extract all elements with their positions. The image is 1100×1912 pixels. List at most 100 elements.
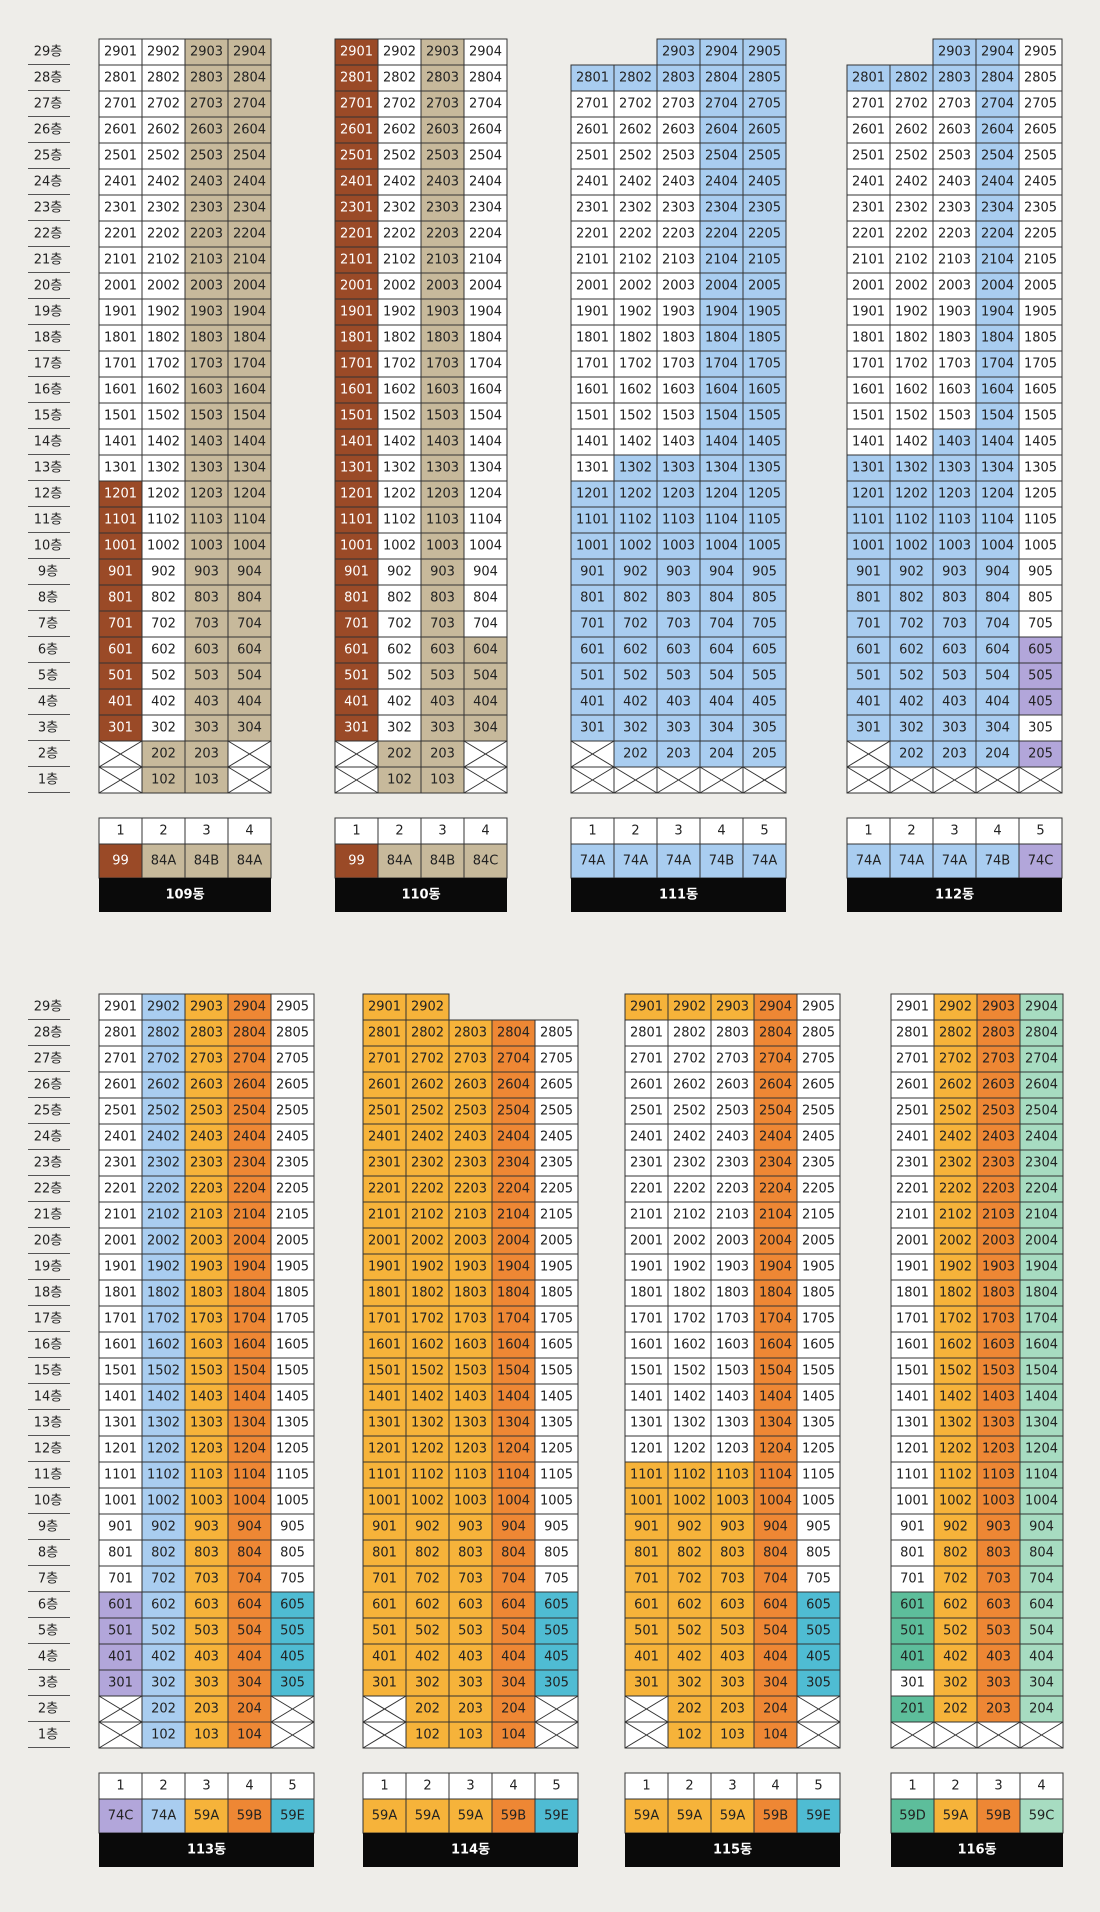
- unit-number: 805: [1028, 591, 1053, 606]
- unit-number: 1401: [368, 1390, 401, 1405]
- unit-number: 304: [985, 721, 1010, 736]
- unit-number: 2903: [190, 45, 223, 60]
- unit-number: 2204: [233, 1182, 266, 1197]
- unit-type: 59E: [806, 1809, 831, 1824]
- unit-number: 2604: [1025, 1078, 1058, 1093]
- unit-number: 2104: [469, 253, 502, 268]
- unit-number: 1203: [716, 1442, 749, 1457]
- floor-label: 7층: [38, 1572, 58, 1587]
- unit-number: 1801: [896, 1286, 929, 1301]
- unit-number: 1602: [147, 383, 180, 398]
- unit-number: 1603: [426, 383, 459, 398]
- unit-number: 1104: [469, 513, 502, 528]
- cross: [98, 766, 143, 794]
- unit-number: 1405: [802, 1390, 835, 1405]
- unit-number: 2504: [981, 149, 1014, 164]
- unit-number: 1703: [426, 357, 459, 372]
- unit-number: 403: [458, 1650, 483, 1665]
- unit-number: 2303: [716, 1156, 749, 1171]
- unit-cell: [141, 246, 186, 274]
- unit-number: 2201: [368, 1182, 401, 1197]
- unit-number: 1205: [276, 1442, 309, 1457]
- unit-number: 501: [372, 1624, 397, 1639]
- unit-number: 2302: [939, 1156, 972, 1171]
- unit-number: 2205: [802, 1182, 835, 1197]
- floor-label: 19층: [34, 1260, 63, 1275]
- unit-number: 401: [372, 1650, 397, 1665]
- unit-number: 901: [856, 565, 881, 580]
- unit-number: 2605: [540, 1078, 573, 1093]
- unit-number: 2103: [190, 253, 223, 268]
- unit-number: 2002: [147, 1234, 180, 1249]
- unit-number: 1603: [662, 383, 695, 398]
- unit-cell: [570, 168, 615, 196]
- unit-number: 1401: [896, 1390, 929, 1405]
- unit-type: 74B: [985, 854, 1010, 869]
- floor-label: 6층: [38, 1598, 58, 1613]
- unit-number: 301: [856, 721, 881, 736]
- unit-number: 1502: [939, 1364, 972, 1379]
- unit-number: 1804: [469, 331, 502, 346]
- unit-number: 2302: [147, 1156, 180, 1171]
- unit-number: 1804: [233, 1286, 266, 1301]
- unit-number: 1804: [1025, 1286, 1058, 1301]
- unit-number: 1801: [576, 331, 609, 346]
- unit-number: 1805: [540, 1286, 573, 1301]
- unit-number: 2303: [662, 201, 695, 216]
- unit-number: 404: [501, 1650, 526, 1665]
- unit-number: 2403: [982, 1130, 1015, 1145]
- line-number: 5: [1036, 824, 1044, 839]
- unit-number: 2101: [576, 253, 609, 268]
- unit-number: 1803: [190, 1286, 223, 1301]
- unit-number: 1402: [939, 1390, 972, 1405]
- unit-cell-highlighted: [334, 194, 379, 222]
- unit-number: 1901: [104, 1260, 137, 1275]
- unit-number: 604: [473, 643, 498, 658]
- unit-number: 2405: [748, 175, 781, 190]
- unit-number: 2404: [497, 1130, 530, 1145]
- unit-number: 2304: [497, 1156, 530, 1171]
- unit-number: 2703: [190, 1052, 223, 1067]
- unit-number: 1703: [190, 1312, 223, 1327]
- unit-number: 502: [623, 669, 648, 684]
- unit-number: 1203: [190, 1442, 223, 1457]
- unit-number: 2804: [233, 1026, 266, 1041]
- unit-number: 1402: [411, 1390, 444, 1405]
- unit-number: 1704: [497, 1312, 530, 1327]
- unit-number: 1004: [1025, 1494, 1058, 1509]
- unit-number: 2503: [982, 1104, 1015, 1119]
- unit-cell: [141, 142, 186, 170]
- unit-number: 2401: [340, 175, 373, 190]
- unit-number: 2802: [673, 1026, 706, 1041]
- unit-cell-highlighted: [98, 584, 143, 612]
- unit-number: 601: [344, 643, 369, 658]
- unit-cell: [463, 402, 508, 430]
- unit-cell-highlighted: [227, 38, 272, 66]
- unit-number: 1201: [368, 1442, 401, 1457]
- unit-number: 2501: [630, 1104, 663, 1119]
- unit-number: 703: [720, 1572, 745, 1587]
- unit-number: 502: [677, 1624, 702, 1639]
- unit-number: 303: [666, 721, 691, 736]
- unit-number: 2704: [233, 1052, 266, 1067]
- unit-number: 1501: [104, 409, 137, 424]
- unit-number: 1802: [147, 331, 180, 346]
- unit-number: 2002: [383, 279, 416, 294]
- unit-number: 902: [943, 1520, 968, 1535]
- floor-label: 2층: [38, 1702, 58, 1717]
- unit-number: 1702: [147, 1312, 180, 1327]
- unit-number: 2804: [705, 71, 738, 86]
- unit-number: 905: [544, 1520, 569, 1535]
- unit-number: 1605: [802, 1338, 835, 1353]
- cross: [227, 766, 272, 794]
- unit-number: 2604: [981, 123, 1014, 138]
- unit-cell-highlighted: [334, 506, 379, 534]
- unit-cell-highlighted: [184, 298, 229, 326]
- unit-number: 2003: [938, 279, 971, 294]
- unit-number: 403: [430, 695, 455, 710]
- line-number: 2: [907, 824, 915, 839]
- unit-number: 2201: [896, 1182, 929, 1197]
- unit-number: 505: [1028, 669, 1053, 684]
- unit-number: 1102: [619, 513, 652, 528]
- unit-number: 2304: [1025, 1156, 1058, 1171]
